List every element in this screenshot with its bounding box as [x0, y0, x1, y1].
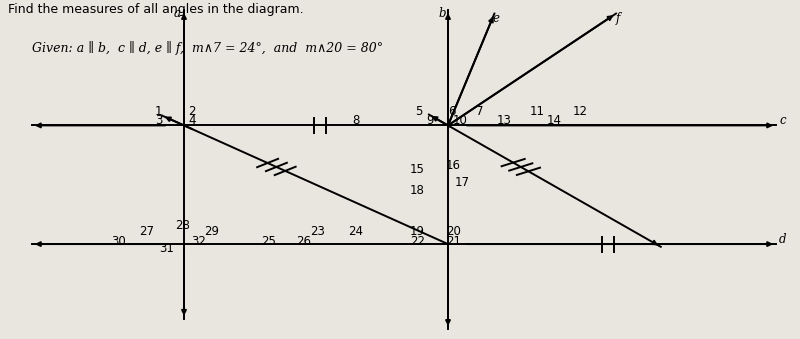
Text: 14: 14	[547, 114, 562, 127]
Text: f: f	[615, 12, 620, 25]
Text: Given: a ∥ b,  c ∥ d, e ∥ f,  m∧7 = 24°,  and  m∧20 = 80°: Given: a ∥ b, c ∥ d, e ∥ f, m∧7 = 24°, a…	[32, 41, 383, 55]
Text: 30: 30	[111, 235, 126, 248]
Text: 9: 9	[426, 114, 434, 127]
Text: 19: 19	[410, 225, 425, 238]
Text: 24: 24	[348, 225, 362, 238]
Text: 22: 22	[410, 235, 425, 248]
Text: 15: 15	[410, 163, 425, 176]
Text: 1: 1	[154, 105, 162, 118]
Text: 4: 4	[188, 114, 196, 127]
Text: 31: 31	[159, 242, 174, 255]
Text: 28: 28	[175, 219, 190, 232]
Text: 16: 16	[446, 159, 461, 172]
Text: d: d	[778, 233, 786, 246]
Text: 3: 3	[154, 114, 162, 127]
Text: b: b	[438, 7, 446, 20]
Text: 25: 25	[262, 235, 276, 248]
Text: a: a	[174, 7, 181, 20]
Text: 11: 11	[530, 105, 545, 118]
Text: 29: 29	[204, 225, 218, 238]
Text: 7: 7	[476, 105, 484, 118]
Text: 26: 26	[297, 235, 311, 248]
Text: 6: 6	[448, 105, 456, 118]
Text: 27: 27	[139, 225, 154, 238]
Text: 13: 13	[497, 114, 511, 127]
Text: 20: 20	[446, 225, 461, 238]
Text: e: e	[493, 12, 499, 25]
Text: 18: 18	[410, 184, 425, 197]
Text: c: c	[779, 114, 786, 127]
Text: 23: 23	[310, 225, 325, 238]
Text: 2: 2	[188, 105, 196, 118]
Text: 32: 32	[191, 235, 206, 248]
Text: Find the measures of all angles in the diagram.: Find the measures of all angles in the d…	[8, 3, 304, 16]
Text: 21: 21	[446, 235, 461, 248]
Text: 8: 8	[352, 114, 360, 127]
Text: 5: 5	[414, 105, 422, 118]
Text: 10: 10	[453, 114, 467, 127]
Text: 12: 12	[573, 105, 587, 118]
Text: 17: 17	[455, 176, 470, 189]
